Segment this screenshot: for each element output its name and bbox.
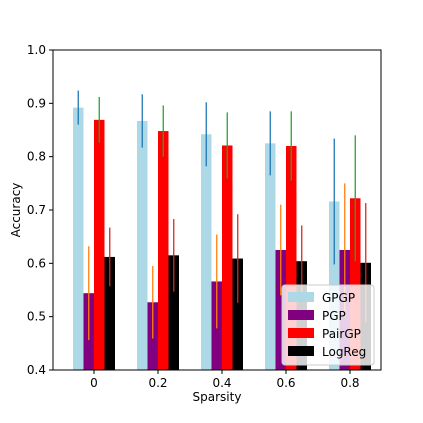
legend-swatch-pgp [288, 310, 314, 320]
y-tick-label: 0.6 [27, 256, 46, 270]
x-tick-label: 0 [90, 376, 98, 390]
bar-gpgp-0 [73, 107, 84, 370]
bar-gpgp-1 [137, 120, 148, 370]
y-axis-label: Accuracy [9, 183, 23, 238]
bar-gpgp-2 [201, 134, 212, 370]
bar-pairgp-4 [350, 198, 361, 370]
legend-box [281, 284, 375, 366]
x-tick-label: 0.2 [148, 376, 167, 390]
y-tick-label: 0.4 [27, 363, 46, 377]
x-axis: 0 0.2 0.4 0.6 0.8 [90, 370, 360, 390]
x-tick-label: 0.6 [276, 376, 295, 390]
legend-swatch-pairgp [288, 328, 314, 338]
legend-swatch-logreg [288, 346, 314, 356]
y-tick-label: 0.9 [27, 96, 46, 110]
legend: GPGP PGP PairGP LogReg [281, 284, 375, 366]
x-tick-label: 0.4 [212, 376, 231, 390]
y-tick-label: 0.8 [27, 150, 46, 164]
bar-pairgp-0 [94, 119, 105, 370]
bar-pairgp-2 [222, 145, 233, 370]
legend-swatch-gpgp [288, 292, 314, 302]
bar-pairgp-3 [286, 146, 297, 370]
y-tick-label: 1.0 [27, 43, 46, 57]
legend-label-pgp: PGP [322, 309, 346, 323]
y-axis: 0.4 0.5 0.6 0.7 0.8 0.9 1.0 [27, 43, 53, 377]
bar-gpgp-3 [265, 143, 276, 370]
legend-label-pairgp: PairGP [322, 327, 361, 341]
y-tick-label: 0.5 [27, 310, 46, 324]
x-tick-label: 0.8 [340, 376, 359, 390]
bar-pgp-3 [275, 250, 286, 370]
bar-logreg-2 [232, 258, 243, 370]
bar-logreg-1 [168, 255, 179, 370]
bar-pairgp-1 [158, 131, 169, 370]
bar-logreg-0 [104, 256, 115, 370]
legend-label-logreg: LogReg [322, 345, 366, 359]
y-tick-label: 0.7 [27, 203, 46, 217]
x-axis-label: Sparsity [193, 390, 242, 404]
legend-label-gpgp: GPGP [322, 291, 355, 305]
